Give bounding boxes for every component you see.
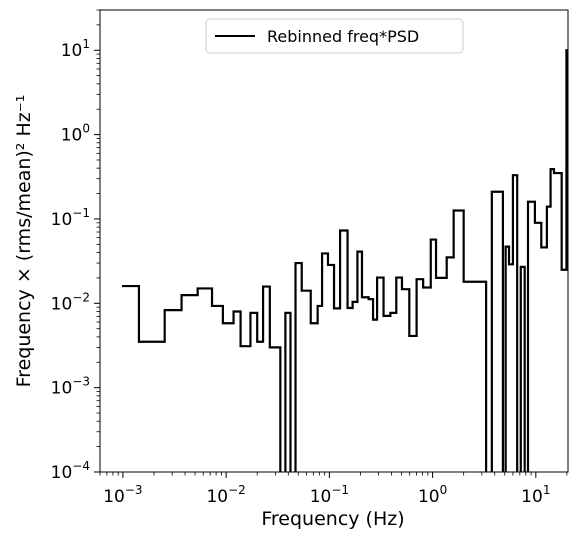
legend-label-rebinned-freq-psd: Rebinned freq*PSD xyxy=(267,27,419,46)
plot-area xyxy=(99,9,569,473)
plot-frame xyxy=(99,9,569,473)
y-axis: 10−4 10−3 10−2 10−1 100 101 xyxy=(51,9,100,483)
x-tick-label: 101 xyxy=(521,483,550,507)
y-tick-label: 10−1 xyxy=(51,206,90,230)
y-tick-label: 101 xyxy=(61,37,90,61)
y-tick-label: 10−2 xyxy=(51,290,90,314)
series-line-rebinned-freq-psd xyxy=(121,49,568,472)
x-axis: 10−3 10−2 10−1 100 101 xyxy=(99,472,568,507)
x-tick-label: 100 xyxy=(418,483,447,507)
x-tick-label: 10−2 xyxy=(206,483,245,507)
x-axis-label: Frequency (Hz) xyxy=(261,508,404,530)
x-tick-label: 10−1 xyxy=(310,483,349,507)
series-layer xyxy=(121,49,568,472)
legend-box xyxy=(205,18,464,54)
y-tick-label: 100 xyxy=(61,122,90,146)
y-tick-label: 10−3 xyxy=(51,375,90,399)
x-tick-label: 10−3 xyxy=(103,483,142,507)
y-tick-label: 10−4 xyxy=(51,459,90,483)
plot-background xyxy=(100,10,568,472)
legend: Rebinned freq*PSD xyxy=(205,18,464,54)
y-axis-label: Frequency × (rms/mean)² Hz⁻¹ xyxy=(13,95,35,388)
